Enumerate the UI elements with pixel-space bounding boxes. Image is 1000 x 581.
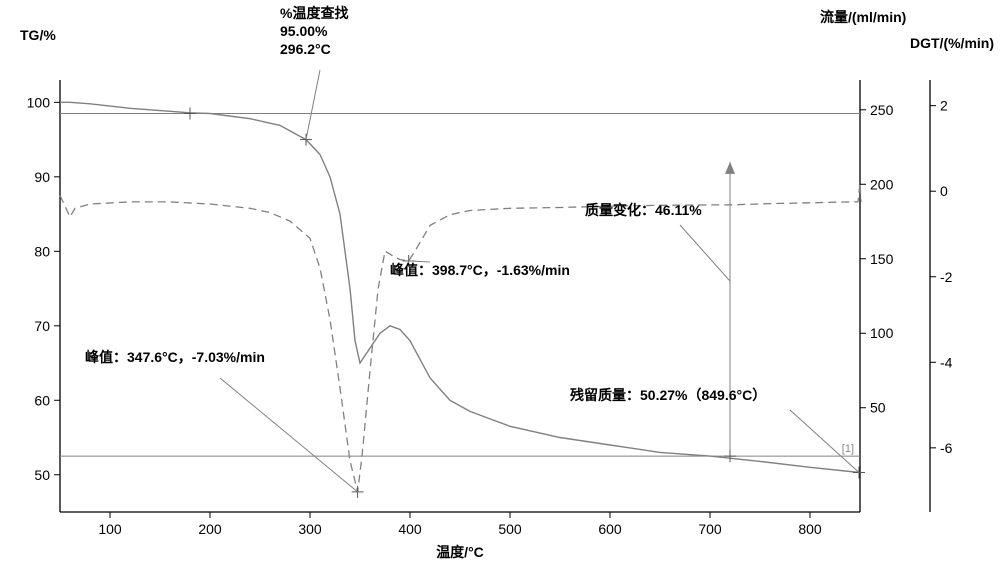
svg-text:600: 600 bbox=[598, 521, 622, 537]
svg-text:100: 100 bbox=[98, 521, 122, 537]
svg-text:2: 2 bbox=[940, 98, 948, 114]
svg-text:0: 0 bbox=[940, 183, 948, 199]
lookup-label-3: 296.2°C bbox=[280, 41, 331, 57]
svg-text:70: 70 bbox=[34, 318, 50, 334]
svg-text:400: 400 bbox=[398, 521, 422, 537]
trace-legend-marker: [1] bbox=[842, 443, 854, 455]
tg-dtg-chart: 100200300400500600700800温度/°C50607080901… bbox=[0, 0, 1000, 581]
svg-text:700: 700 bbox=[698, 521, 722, 537]
svg-text:100: 100 bbox=[27, 94, 51, 110]
svg-text:50: 50 bbox=[870, 400, 886, 416]
chart-svg: 100200300400500600700800温度/°C50607080901… bbox=[0, 0, 1000, 581]
svg-text:-6: -6 bbox=[940, 440, 953, 456]
svg-text:50: 50 bbox=[34, 467, 50, 483]
y-right1-label: 流量/(ml/min) bbox=[820, 9, 906, 25]
svg-text:250: 250 bbox=[870, 102, 894, 118]
svg-text:200: 200 bbox=[870, 176, 894, 192]
svg-text:100: 100 bbox=[870, 325, 894, 341]
svg-text:200: 200 bbox=[198, 521, 222, 537]
svg-text:80: 80 bbox=[34, 243, 50, 259]
peak2-label: 峰值：398.7°C，-1.63%/min bbox=[390, 262, 570, 278]
svg-text:-2: -2 bbox=[940, 269, 953, 285]
svg-text:300: 300 bbox=[298, 521, 322, 537]
masschange-label: 质量变化：46.11% bbox=[585, 202, 702, 218]
svg-text:90: 90 bbox=[34, 169, 50, 185]
svg-text:60: 60 bbox=[34, 392, 50, 408]
x-axis-label: 温度/°C bbox=[436, 544, 484, 560]
peak1-label: 峰值：347.6°C，-7.03%/min bbox=[85, 349, 265, 365]
lookup-label-1: %温度查找 bbox=[280, 5, 348, 21]
svg-text:800: 800 bbox=[798, 521, 822, 537]
lookup-label-2: 95.00% bbox=[280, 23, 328, 39]
svg-text:150: 150 bbox=[870, 251, 894, 267]
y-right2-label: DGT/(%/min) bbox=[910, 35, 994, 51]
residual-label: 残留质量：50.27%（849.6°C） bbox=[570, 387, 766, 403]
svg-text:-4: -4 bbox=[940, 354, 953, 370]
svg-text:500: 500 bbox=[498, 521, 522, 537]
y-left-label: TG/% bbox=[20, 27, 56, 43]
